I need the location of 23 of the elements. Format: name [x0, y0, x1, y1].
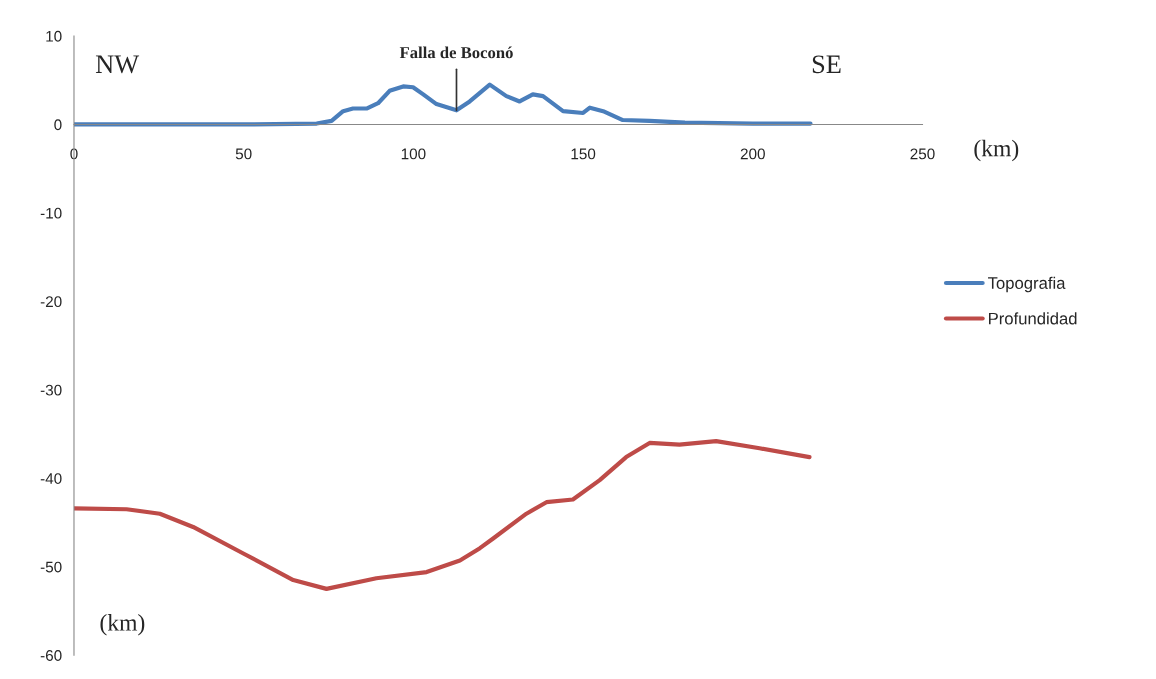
- annotation: SE: [812, 55, 841, 74]
- x-axis-title: (km): [974, 139, 1019, 162]
- y-tick-label: 0: [54, 119, 62, 131]
- legend-label: Profundidad: [989, 312, 1077, 325]
- y-tick-label: 10: [46, 30, 62, 42]
- x-tick-label: 150: [571, 148, 596, 160]
- y-tick-label: -50: [40, 561, 62, 573]
- x-tick-label: 250: [910, 148, 935, 160]
- x-tick-label: 100: [401, 148, 426, 160]
- y-tick-label: -10: [40, 207, 62, 219]
- y-tick-label: -40: [40, 473, 62, 484]
- legend-label: Topografia: [988, 276, 1066, 293]
- x-tick-label: 200: [740, 148, 765, 160]
- x-tick-label: 0: [70, 148, 78, 160]
- annotation: Falla de Boconó: [399, 46, 513, 59]
- y-tick-label: -30: [40, 384, 62, 396]
- y-tick-label: -60: [40, 650, 62, 661]
- y-tick-label: -20: [40, 296, 62, 308]
- line-series: [73, 82, 813, 127]
- x-tick-label: 50: [235, 148, 252, 160]
- y-axis-title: (km): [100, 614, 145, 636]
- annotation: NW: [95, 55, 140, 74]
- line-series: [73, 439, 812, 591]
